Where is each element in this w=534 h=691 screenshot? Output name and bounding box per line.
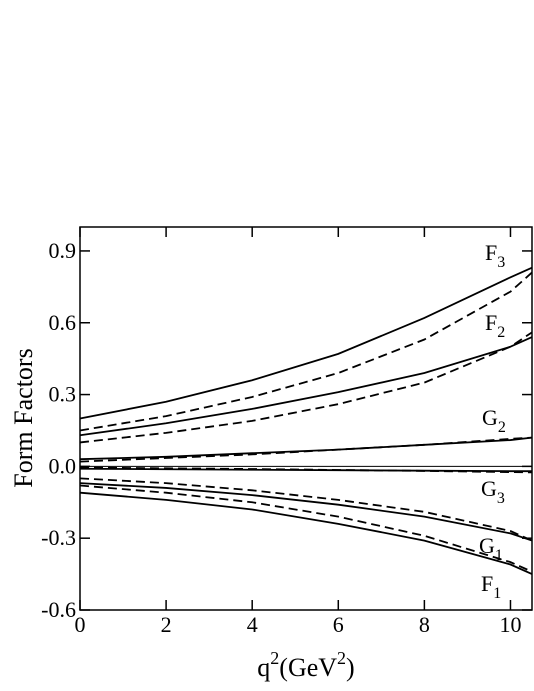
curve-label-sub: 1: [495, 547, 503, 564]
x-axis-label: q2(GeV2): [257, 648, 354, 682]
curve-label: F2: [485, 310, 505, 341]
curve: [79, 271, 533, 432]
x-label-part: (GeV: [279, 653, 337, 682]
x-tick-label: 10: [499, 612, 521, 637]
curve-label: G2: [482, 405, 506, 436]
curve-label: F1: [481, 571, 501, 602]
x-label-part: 2: [270, 648, 279, 668]
x-tick-label: 8: [419, 612, 430, 637]
curve: [79, 482, 533, 542]
curve: [79, 266, 533, 420]
x-label-part: 2: [337, 648, 346, 668]
curve: [79, 484, 533, 573]
curve-label-sub: 3: [497, 490, 505, 507]
x-label-part: q: [257, 653, 270, 682]
curve-label-sub: 2: [498, 419, 506, 436]
curve-label-sub: 1: [493, 585, 501, 602]
y-tick-label: 0.6: [49, 310, 77, 335]
x-tick-label: 2: [161, 612, 172, 637]
curve-label: G1: [479, 533, 503, 564]
curve-label-base: G: [481, 476, 497, 501]
curve-label-base: F: [485, 240, 497, 265]
curve-label-sub: 2: [497, 324, 505, 341]
curve-label-base: F: [481, 571, 493, 596]
y-tick-label: 0.0: [49, 453, 77, 478]
y-tick-label: -0.3: [41, 525, 76, 550]
curve-label: G3: [481, 476, 505, 507]
y-tick-label: -0.6: [41, 597, 76, 622]
curve: [79, 331, 533, 444]
x-tick-label: 6: [333, 612, 344, 637]
curve: [79, 477, 533, 542]
x-label-part: ): [346, 653, 355, 682]
y-axis-label: Form Factors: [9, 348, 38, 487]
curve-label-base: F: [485, 310, 497, 335]
curve-label-base: G: [482, 405, 498, 430]
x-tick-label: 4: [247, 612, 258, 637]
y-tick-label: 0.3: [49, 382, 77, 407]
curve-label-sub: 3: [497, 254, 505, 271]
x-tick-label: 0: [75, 612, 86, 637]
curve-label-base: G: [479, 533, 495, 558]
curve: [79, 491, 533, 575]
curve: [79, 436, 533, 463]
curve: [79, 466, 533, 474]
y-tick-label: 0.9: [49, 238, 77, 263]
curve: [79, 336, 533, 437]
curve: [79, 436, 533, 461]
curve-label: F3: [485, 240, 505, 271]
